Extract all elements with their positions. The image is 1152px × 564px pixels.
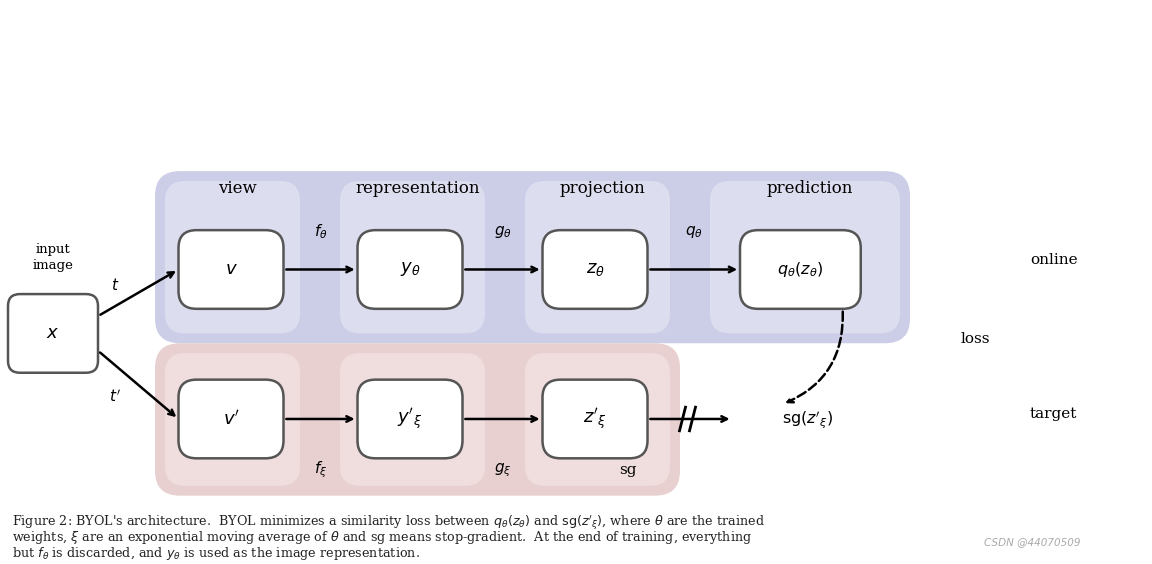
FancyBboxPatch shape	[165, 181, 300, 333]
Text: $z'_\xi$: $z'_\xi$	[583, 407, 607, 431]
Text: $v'$: $v'$	[222, 409, 240, 429]
FancyBboxPatch shape	[525, 353, 670, 486]
FancyBboxPatch shape	[340, 181, 485, 333]
FancyBboxPatch shape	[357, 380, 462, 459]
FancyBboxPatch shape	[357, 230, 462, 309]
Text: $q_\theta(z_\theta)$: $q_\theta(z_\theta)$	[778, 260, 824, 279]
FancyBboxPatch shape	[740, 230, 861, 309]
Text: CSDN @44070509: CSDN @44070509	[984, 537, 1081, 547]
FancyBboxPatch shape	[179, 380, 283, 459]
Text: representation: representation	[355, 180, 479, 197]
FancyBboxPatch shape	[8, 294, 98, 373]
Text: $x$: $x$	[46, 324, 60, 342]
Text: projection: projection	[560, 180, 645, 197]
Text: weights, $\xi$ are an exponential moving average of $\theta$ and sg means stop-g: weights, $\xi$ are an exponential moving…	[12, 529, 752, 546]
FancyBboxPatch shape	[710, 181, 900, 333]
Text: online: online	[1030, 253, 1077, 267]
Text: view: view	[218, 180, 257, 197]
Text: $t$: $t$	[111, 277, 119, 293]
FancyBboxPatch shape	[165, 353, 300, 486]
FancyBboxPatch shape	[179, 230, 283, 309]
Text: but $f_\theta$ is discarded, and $y_\theta$ is used as the image representation.: but $f_\theta$ is discarded, and $y_\the…	[12, 545, 419, 562]
Text: $q_\theta$: $q_\theta$	[684, 224, 703, 240]
FancyBboxPatch shape	[525, 181, 670, 333]
Text: $v$: $v$	[225, 261, 237, 279]
Text: $y'_\xi$: $y'_\xi$	[397, 407, 423, 431]
Text: $t'$: $t'$	[109, 389, 121, 405]
Text: sg: sg	[619, 463, 636, 477]
Text: Figure 2: BYOL's architecture.  BYOL minimizes a similarity loss between $q_\the: Figure 2: BYOL's architecture. BYOL mini…	[12, 513, 765, 532]
Text: $\mathrm{sg}(z'_\xi)$: $\mathrm{sg}(z'_\xi)$	[782, 408, 834, 430]
FancyBboxPatch shape	[156, 171, 910, 343]
Text: $f_\xi$: $f_\xi$	[313, 460, 327, 481]
FancyBboxPatch shape	[340, 353, 485, 486]
Text: $z_\theta$: $z_\theta$	[585, 261, 605, 279]
Text: $g_\theta$: $g_\theta$	[493, 224, 511, 240]
Text: $y_\theta$: $y_\theta$	[400, 261, 420, 279]
FancyBboxPatch shape	[156, 343, 680, 496]
FancyBboxPatch shape	[543, 380, 647, 459]
Text: loss: loss	[961, 332, 990, 346]
Text: $g_\xi$: $g_\xi$	[494, 461, 511, 479]
FancyBboxPatch shape	[543, 230, 647, 309]
Text: input
image: input image	[32, 244, 74, 272]
Text: $f_\theta$: $f_\theta$	[313, 223, 327, 241]
Text: target: target	[1030, 407, 1077, 421]
Text: prediction: prediction	[767, 180, 854, 197]
